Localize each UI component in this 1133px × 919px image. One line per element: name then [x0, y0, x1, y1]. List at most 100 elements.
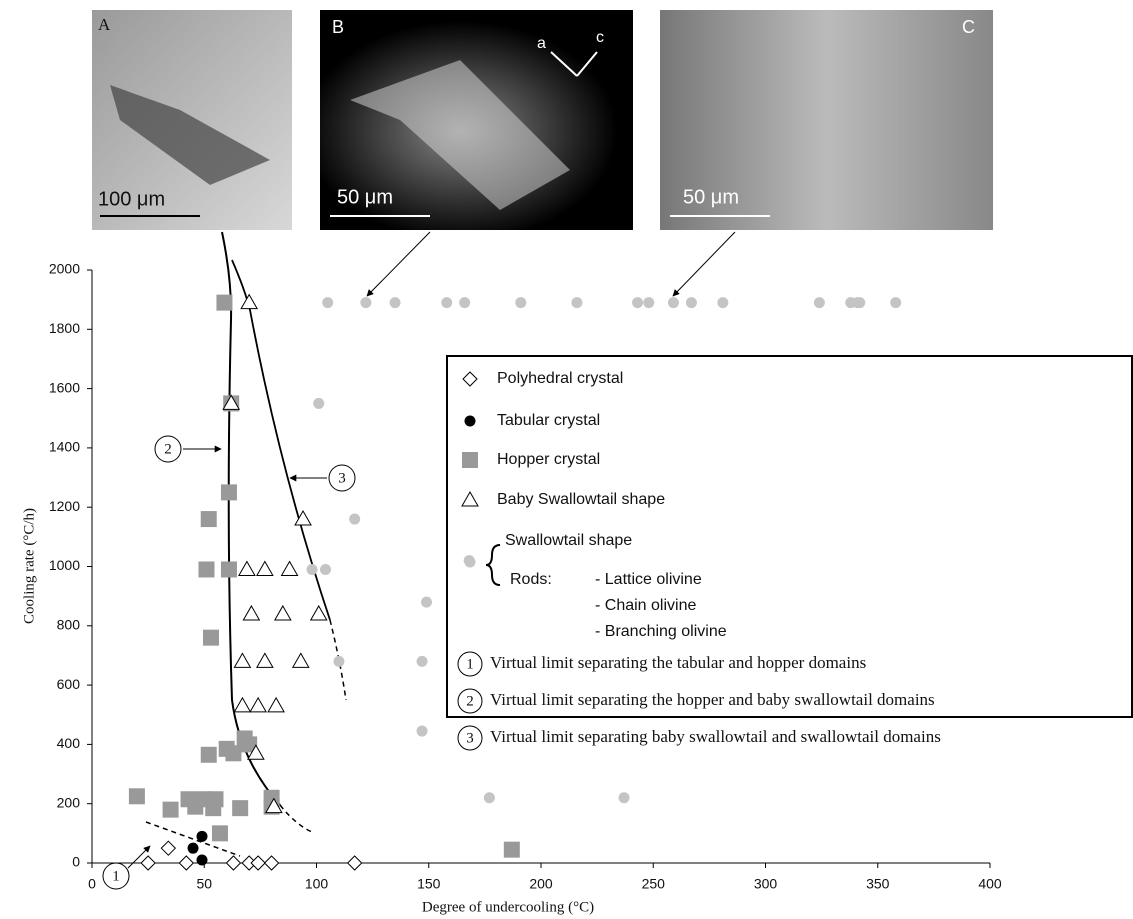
limit-curve-1 — [145, 821, 241, 857]
marker-square — [202, 629, 219, 646]
marker-square — [211, 825, 228, 842]
y-tick-label: 0 — [72, 854, 80, 870]
marker-square — [216, 294, 233, 311]
marker-circle — [515, 297, 527, 309]
marker-diamond — [225, 855, 242, 871]
marker-square — [241, 736, 258, 753]
marker-circle — [890, 297, 902, 309]
y-tick-label: 600 — [57, 676, 81, 692]
marker-circle — [196, 830, 208, 842]
marker-circle — [618, 792, 630, 804]
marker-circle — [306, 563, 318, 575]
marker-diamond — [178, 855, 194, 871]
x-tick-label: 150 — [417, 876, 441, 892]
marker-triangle — [273, 604, 292, 621]
marker-triangle — [461, 490, 479, 507]
limit-curve-3 — [231, 259, 331, 621]
marker-circle — [196, 854, 208, 866]
marker-triangle — [256, 560, 274, 576]
x-tick-label: 350 — [866, 876, 890, 892]
marker-triangle — [267, 696, 285, 713]
marker-circle — [416, 725, 428, 737]
y-tick-label: 2000 — [49, 261, 80, 277]
marker-circle — [643, 297, 655, 309]
limit-circle — [457, 725, 483, 751]
callout-arrow — [127, 845, 151, 869]
marker-circle — [632, 297, 644, 309]
callout-circle — [102, 862, 130, 890]
marker-diamond — [140, 855, 156, 871]
y-tick-label: 1400 — [49, 439, 80, 455]
marker-triangle — [233, 652, 252, 668]
x-axis-title: Degree of undercooling (°C) — [422, 899, 594, 915]
y-tick-label: 400 — [57, 735, 81, 751]
marker-triangle — [242, 604, 261, 621]
legend-label: Hopper crystal — [497, 451, 600, 468]
x-tick-label: 0 — [88, 876, 96, 892]
marker-triangle — [222, 394, 241, 410]
y-tick-label: 800 — [57, 617, 81, 633]
marker-diamond — [160, 840, 177, 856]
marker-square — [162, 801, 179, 818]
x-tick-label: 300 — [754, 876, 778, 892]
limit-number: 1 — [466, 656, 474, 672]
marker-triangle — [291, 652, 310, 668]
marker-square — [220, 484, 237, 501]
scale-label: 50 μm — [683, 186, 739, 208]
callout-number: 1 — [112, 868, 120, 884]
rods-label: Rods: — [510, 571, 552, 588]
limit-text: Virtual limit separating the tabular and… — [490, 653, 866, 672]
callout-circle — [328, 464, 356, 492]
x-tick-label: 200 — [529, 876, 553, 892]
marker-square — [220, 561, 237, 578]
marker-circle — [187, 842, 199, 854]
marker-triangle — [309, 604, 328, 621]
plot-area — [128, 293, 902, 871]
x-tick-label: 100 — [305, 876, 329, 892]
crystal-a — [110, 85, 270, 185]
marker-circle — [854, 297, 866, 309]
marker-circle — [717, 297, 729, 309]
marker-circle — [416, 655, 428, 667]
pointer-arrow — [366, 231, 431, 297]
marker-circle — [483, 792, 495, 804]
marker-diamond — [250, 855, 266, 871]
marker-circle — [813, 297, 825, 309]
marker-circle — [464, 415, 476, 427]
marker-circle — [360, 297, 372, 309]
axis-letter: c — [596, 29, 604, 46]
legend-box — [446, 355, 1133, 718]
marker-circle — [441, 297, 453, 309]
panel-letter: C — [962, 17, 975, 37]
y-tick-label: 1800 — [49, 320, 80, 336]
marker-circle — [571, 297, 583, 309]
y-tick-label: 1600 — [49, 379, 80, 395]
marker-triangle — [294, 510, 312, 526]
marker-triangle — [247, 744, 265, 760]
y-tick-label: 1200 — [49, 498, 80, 514]
marker-circle — [313, 397, 325, 409]
marker-diamond — [346, 855, 363, 871]
marker-square — [205, 800, 222, 817]
marker-square — [200, 746, 217, 763]
callout-number: 3 — [338, 470, 346, 486]
marker-circle — [667, 297, 679, 309]
marker-triangle — [249, 696, 267, 713]
marker-square — [462, 452, 478, 468]
marker-square — [225, 745, 242, 762]
crystal-b — [350, 60, 570, 210]
marker-circle — [349, 513, 361, 525]
legend: Polyhedral crystal Tabular crystal Hopper … — [457, 370, 941, 751]
marker-circle — [421, 596, 433, 608]
marker-triangle — [264, 797, 283, 814]
limit-text: Virtual limit separating baby swallowtai… — [490, 727, 941, 746]
limit-circle — [457, 651, 483, 677]
x-tick-label: 400 — [978, 876, 1002, 892]
limit-circle — [457, 688, 483, 714]
rods-item: - Lattice olivine — [595, 571, 702, 588]
marker-diamond — [263, 855, 280, 871]
limit-curve-2-dashed — [279, 804, 313, 833]
marker-square — [128, 788, 145, 805]
